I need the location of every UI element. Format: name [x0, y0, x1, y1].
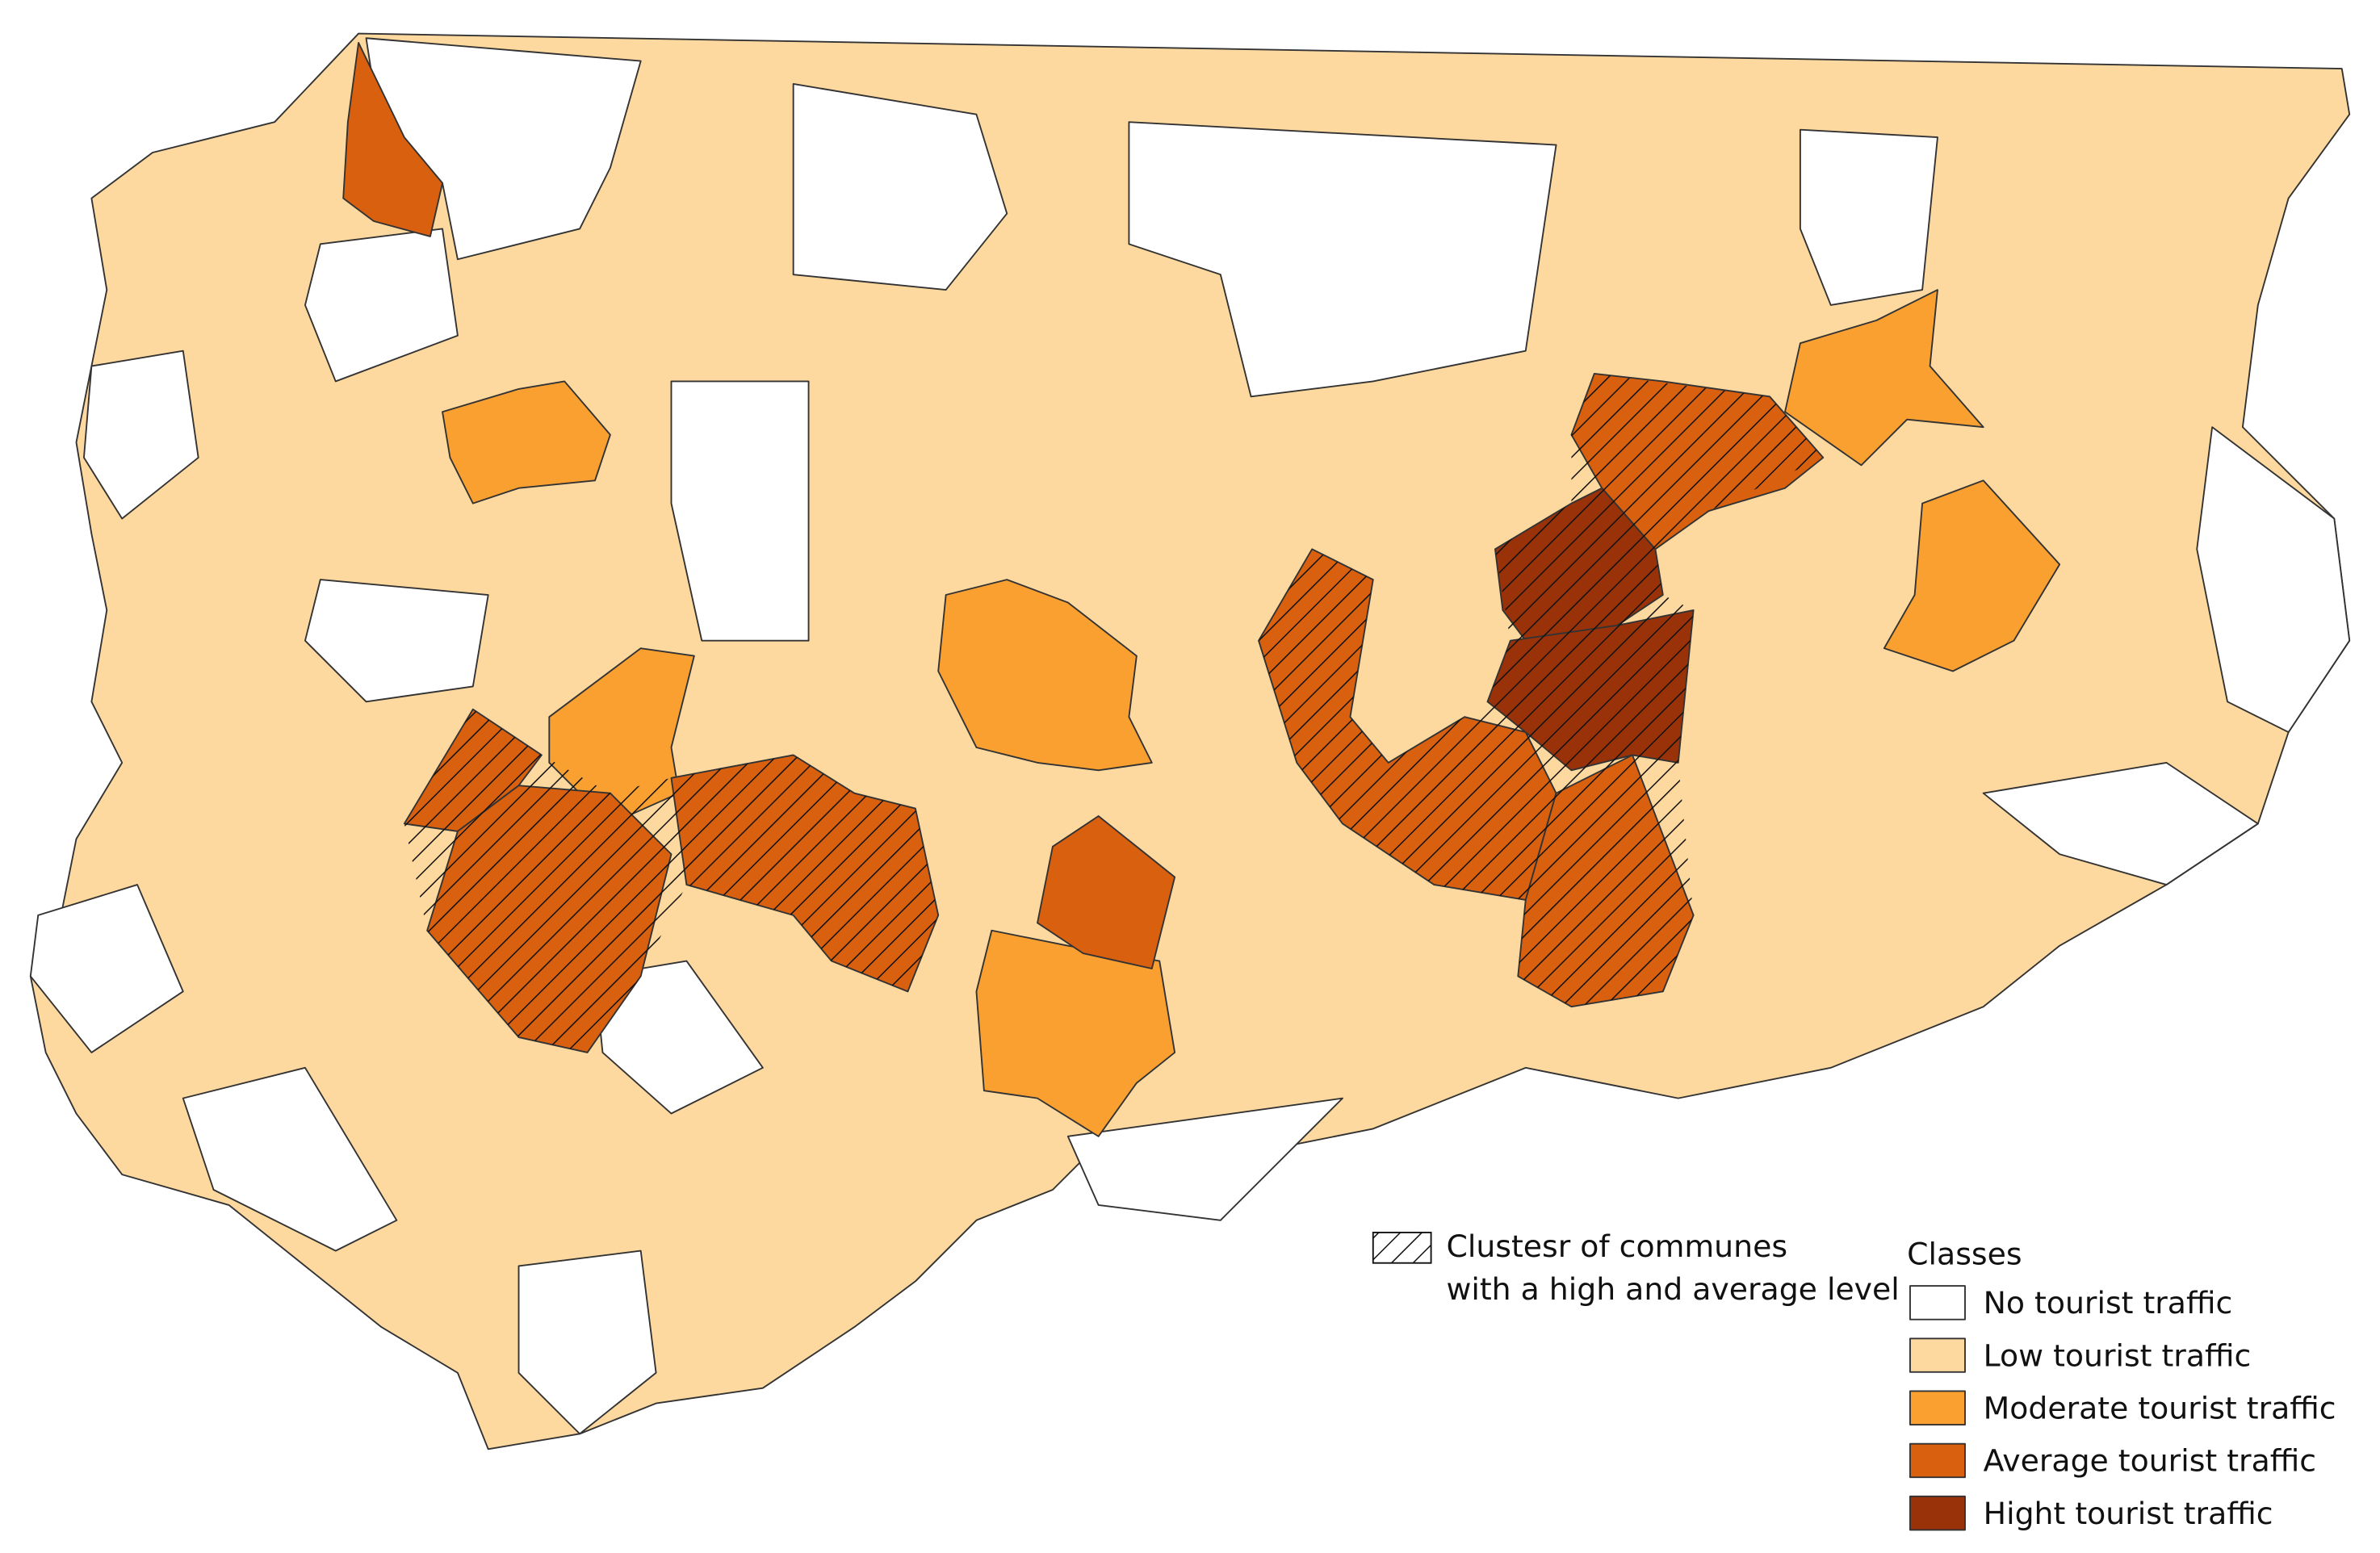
commune: [1883, 479, 2061, 672]
cluster-swatch: [1372, 1231, 1432, 1264]
commune: [937, 579, 1153, 772]
commune: [1982, 761, 2259, 886]
legend-swatch: [1909, 1285, 1966, 1321]
legend: Clustesr of communes with a high and ave…: [1372, 1229, 2336, 1531]
commune: [792, 83, 1008, 291]
commune: [304, 579, 489, 703]
legend-title: Classes: [1907, 1237, 2022, 1272]
commune: [1037, 815, 1176, 969]
legend-label: Average tourist traffic: [1984, 1443, 2316, 1479]
commune: [670, 380, 810, 642]
commune: [517, 1250, 657, 1435]
cluster-hatch: [1259, 373, 1824, 1007]
legend-swatch: [1909, 1390, 1966, 1425]
legend-label: with a high and average level: [1446, 1271, 1899, 1307]
commune: [1066, 1097, 1343, 1221]
communes: [29, 32, 2351, 1450]
commune: [1799, 128, 1938, 306]
clusters: [403, 373, 1825, 1053]
commune: [182, 1066, 398, 1252]
commune: [29, 884, 184, 1053]
legend-label: Clustesr of communes: [1446, 1229, 1787, 1264]
legend-label: Moderate tourist traffic: [1984, 1390, 2336, 1425]
commune: [342, 41, 443, 237]
cluster-hatch: [404, 709, 939, 1053]
commune: [442, 380, 611, 504]
commune: [1128, 121, 1557, 398]
legend-swatch: [1909, 1337, 1966, 1373]
legend-swatch: [1909, 1495, 1966, 1531]
commune: [2196, 426, 2351, 734]
legend-label: Hight tourist traffic: [1984, 1496, 2273, 1531]
legend-swatch: [1909, 1442, 1966, 1479]
commune: [82, 350, 199, 520]
legend-classes: No tourist traffic Low tourist traffic Mod…: [1909, 1285, 2336, 1531]
commune: [594, 960, 764, 1115]
legend-label: No tourist traffic: [1984, 1285, 2233, 1321]
commune: [1784, 289, 1984, 467]
legend-label: Low tourist traffic: [1984, 1337, 2252, 1373]
